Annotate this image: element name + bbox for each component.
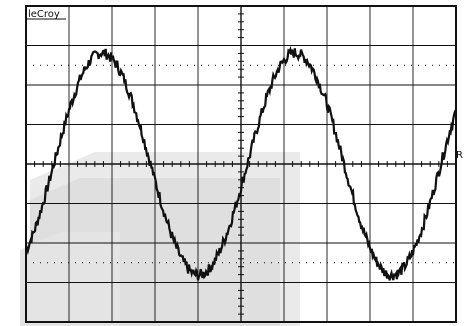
waveform-trace (24, 45, 457, 281)
brand-logo: leCroy (28, 9, 60, 20)
background-watermark (20, 152, 300, 326)
channel-label: R (456, 150, 463, 161)
graticule (26, 6, 456, 322)
